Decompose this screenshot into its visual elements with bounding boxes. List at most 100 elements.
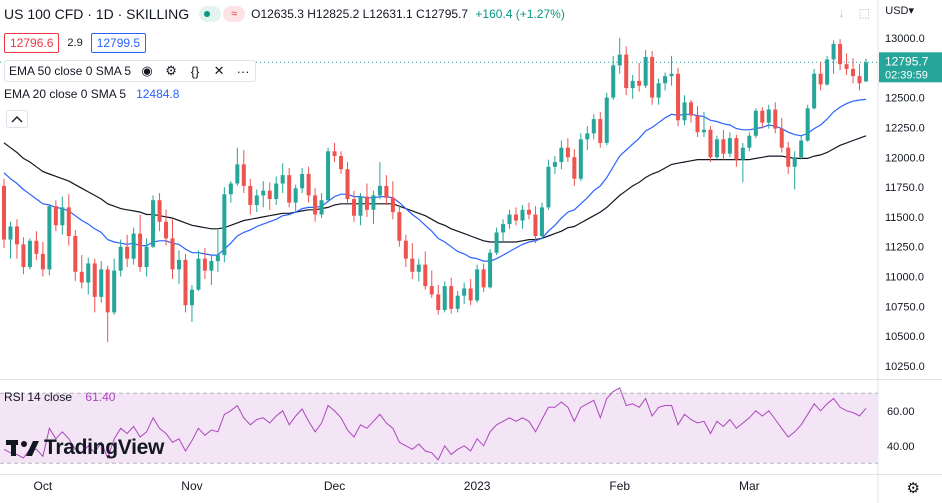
market-open-icon (199, 6, 222, 22)
eye-icon[interactable]: ◉ (141, 63, 153, 78)
candle-body (812, 73, 817, 109)
price-tick-label: 11500.0 (885, 212, 924, 224)
candle-body (514, 214, 519, 221)
ema20-line (3, 98, 867, 262)
candle-body (481, 269, 486, 288)
tradingview-logo[interactable]: TradingView (6, 436, 164, 460)
currency-selector[interactable]: USD▾ (885, 5, 914, 17)
collapse-legend-button[interactable] (6, 110, 28, 128)
tradingview-logo-icon (6, 440, 39, 456)
candle-body (494, 232, 499, 253)
candle-body (468, 288, 473, 301)
candle-body (507, 214, 512, 225)
candle-body (779, 128, 784, 148)
candle-body (585, 133, 590, 140)
candle-body (520, 209, 525, 221)
braces-icon[interactable]: {} (190, 63, 200, 79)
low-value: L12631.1 (362, 7, 413, 21)
candle-body (280, 175, 285, 184)
candle-body (688, 102, 694, 116)
candle-body (131, 233, 136, 259)
arrow-down-icon[interactable]: ↓ (838, 6, 845, 20)
candle-body (138, 233, 143, 268)
high-value: H12825.2 (307, 7, 360, 21)
ema50-line (3, 135, 867, 243)
spread-value: 2.9 (67, 37, 83, 49)
candle-body (293, 188, 298, 203)
candle-body (786, 147, 791, 167)
candle-body (462, 288, 467, 296)
candle-body (501, 224, 506, 233)
price-tick-label: 12000.0 (885, 152, 925, 164)
candle-body (40, 253, 45, 270)
candle-body (630, 80, 635, 89)
close-icon[interactable]: ✕ (213, 63, 225, 78)
more-icon[interactable]: ··· (236, 63, 250, 79)
candle-body (604, 97, 609, 143)
rsi-tick-label: 60.00 (887, 406, 915, 418)
chevron-up-icon (11, 116, 23, 123)
candle-body (209, 261, 214, 271)
candle-body (215, 255, 220, 262)
candle-body (27, 240, 32, 268)
candle-body (300, 173, 305, 189)
candle-body (650, 57, 655, 98)
candle-body (663, 76, 668, 84)
candle-body (539, 207, 544, 237)
candle-body (164, 221, 169, 239)
candle-body (572, 157, 577, 179)
candle-body (176, 259, 182, 270)
candle-body (66, 207, 71, 237)
candle-body (47, 206, 52, 270)
candle-body (559, 147, 564, 163)
candle-body (248, 185, 253, 205)
candle-body (701, 129, 706, 133)
candle-body (838, 43, 843, 65)
candle-body (1, 185, 7, 240)
candle-body (851, 68, 856, 77)
ema50-legend[interactable]: EMA 50 close 0 SMA 5 ◉ ⚙ {} ✕ ··· (4, 60, 257, 82)
buy-button[interactable]: 12799.5 (90, 33, 147, 53)
candle-body (377, 185, 382, 196)
candle-body (740, 147, 745, 160)
chart-toolbar: ↓ ⬚ (825, 6, 870, 20)
ema20-value: 12484.8 (136, 87, 180, 101)
candle-body (235, 164, 240, 184)
candle-body (727, 138, 732, 154)
rsi-value: 61.40 (85, 390, 116, 404)
ema50-pill[interactable]: EMA 50 close 0 SMA 5 ◉ ⚙ {} ✕ ··· (4, 60, 257, 82)
last-price-badge (879, 52, 942, 83)
candle-body (241, 164, 246, 186)
candle-body (831, 43, 836, 60)
candle-body (189, 289, 194, 306)
rsi-tick-label: 40.00 (887, 441, 915, 453)
symbol-legend: US 100 CFD · 1D · SKILLING ≈ O12635.3 H1… (4, 6, 565, 22)
ema20-legend[interactable]: EMA 20 close 0 SMA 5 12484.8 (4, 87, 179, 101)
candle-body (151, 200, 156, 247)
candle-body (637, 80, 642, 86)
candle-body (449, 286, 454, 309)
time-tick-label: Nov (181, 479, 202, 493)
ema20-label: EMA 20 close 0 SMA 5 (4, 87, 127, 101)
candle-body (319, 200, 324, 215)
settings-gear-icon[interactable]: ⚙ (906, 480, 920, 497)
candle-body (21, 244, 26, 268)
price-tick-label: 13000.0 (885, 33, 925, 45)
candle-body (863, 62, 869, 82)
candle-body (267, 190, 272, 200)
candle-body (825, 59, 830, 85)
price-tick-label: 11250.0 (885, 242, 924, 254)
candle-body (254, 195, 259, 205)
gear-icon[interactable]: ⚙ (165, 63, 177, 78)
time-tick-label: 2023 (464, 479, 491, 493)
fullscreen-icon[interactable]: ⬚ (858, 6, 870, 20)
rsi-legend[interactable]: RSI 14 close 61.40 (4, 390, 115, 404)
candle-body (390, 197, 395, 213)
sell-button[interactable]: 12796.6 (4, 33, 60, 53)
candle-body (397, 212, 402, 241)
candle-body (799, 140, 804, 158)
candle-body (196, 258, 201, 290)
symbol-title[interactable]: US 100 CFD · 1D · SKILLING (4, 6, 190, 22)
